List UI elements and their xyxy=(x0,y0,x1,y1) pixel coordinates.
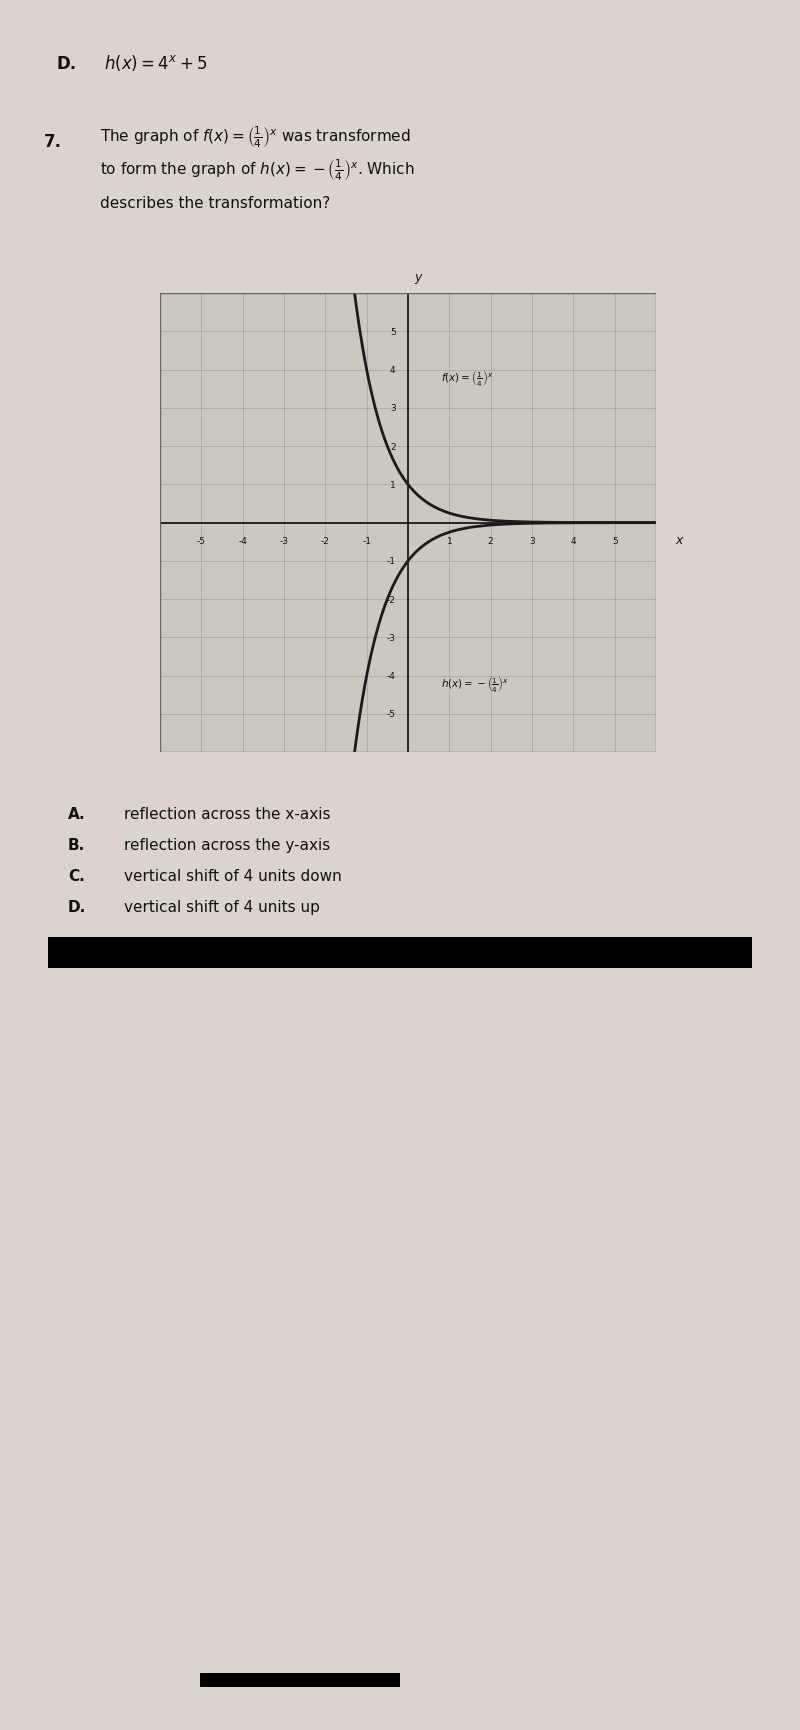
Text: $f(x) = \left(\frac{1}{4}\right)^x$: $f(x) = \left(\frac{1}{4}\right)^x$ xyxy=(441,368,494,388)
Text: 5: 5 xyxy=(612,536,618,545)
Text: 1: 1 xyxy=(446,536,452,545)
Text: 3: 3 xyxy=(390,405,396,413)
Text: -3: -3 xyxy=(386,633,396,642)
Text: y: y xyxy=(414,270,422,284)
Text: x: x xyxy=(675,535,682,547)
Text: to form the graph of $h(x) = -\left(\frac{1}{4}\right)^x$. Which: to form the graph of $h(x) = -\left(\fra… xyxy=(100,157,414,183)
Text: B.: B. xyxy=(68,837,86,853)
Text: -1: -1 xyxy=(362,536,371,545)
Text: 2: 2 xyxy=(390,443,396,452)
Text: D.: D. xyxy=(68,900,86,915)
Text: vertical shift of 4 units down: vertical shift of 4 units down xyxy=(124,868,342,884)
Text: 1: 1 xyxy=(390,481,396,490)
Text: 4: 4 xyxy=(390,367,396,375)
Text: $h(x) = -\left(\frac{1}{4}\right)^x$: $h(x) = -\left(\frac{1}{4}\right)^x$ xyxy=(441,673,509,694)
Text: reflection across the y-axis: reflection across the y-axis xyxy=(124,837,330,853)
Text: -2: -2 xyxy=(321,536,330,545)
Text: -3: -3 xyxy=(279,536,289,545)
Text: A.: A. xyxy=(68,806,86,822)
Text: -4: -4 xyxy=(386,671,396,680)
Text: The graph of $f(x) = \left(\frac{1}{4}\right)^x$ was transformed: The graph of $f(x) = \left(\frac{1}{4}\r… xyxy=(100,125,410,151)
Text: 5: 5 xyxy=(390,327,396,337)
Text: $h(x) = 4^x + 5$: $h(x) = 4^x + 5$ xyxy=(104,54,207,73)
Text: 4: 4 xyxy=(570,536,576,545)
Text: -5: -5 xyxy=(197,536,206,545)
Text: reflection across the x-axis: reflection across the x-axis xyxy=(124,806,330,822)
Text: -1: -1 xyxy=(386,557,396,566)
Text: -4: -4 xyxy=(238,536,247,545)
Text: describes the transformation?: describes the transformation? xyxy=(100,195,330,211)
Text: 3: 3 xyxy=(529,536,535,545)
Text: D.: D. xyxy=(56,55,76,73)
Text: C.: C. xyxy=(68,868,85,884)
Text: 2: 2 xyxy=(488,536,494,545)
Text: vertical shift of 4 units up: vertical shift of 4 units up xyxy=(124,900,320,915)
Text: -5: -5 xyxy=(386,709,396,720)
Text: -2: -2 xyxy=(386,595,396,604)
Text: 7.: 7. xyxy=(44,133,62,151)
